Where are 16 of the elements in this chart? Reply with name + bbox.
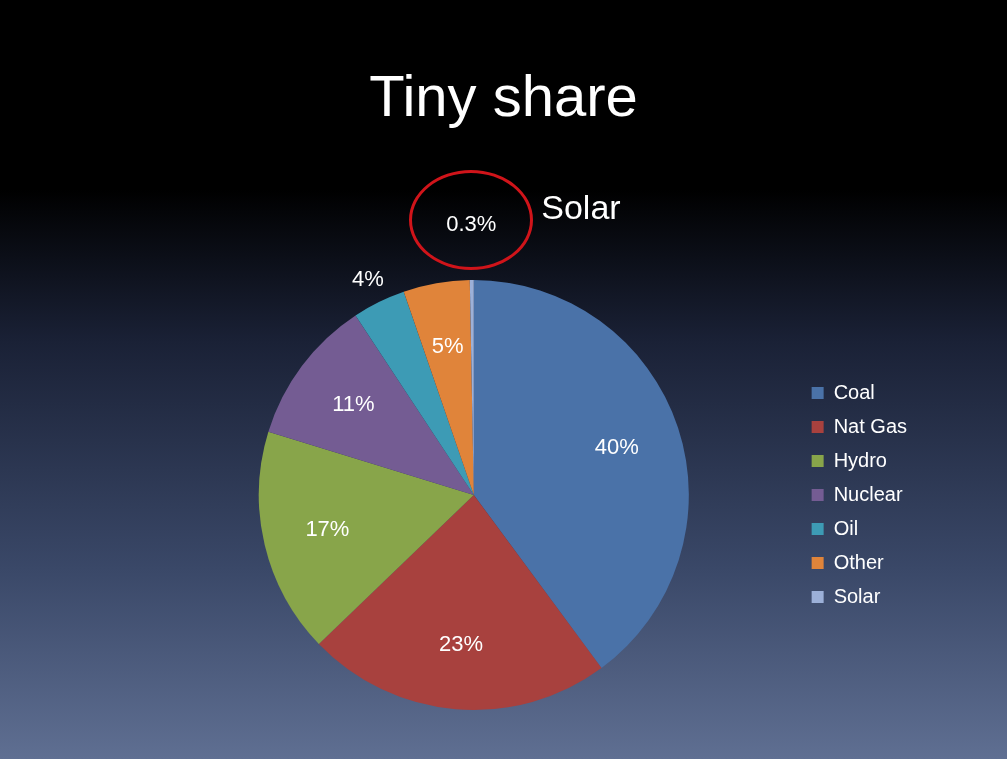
data-label: 17% [305, 515, 350, 541]
legend-label: Oil [833, 516, 859, 539]
legend-label: Other [833, 550, 884, 573]
data-label: 4% [351, 265, 384, 291]
legend-label: Coal [833, 380, 875, 403]
data-label: 5% [431, 332, 464, 358]
legend-label: Nuclear [833, 482, 903, 505]
data-label: 40% [594, 434, 639, 460]
text: Solar [541, 188, 621, 227]
data-label: 23% [439, 631, 484, 657]
data-label: 11% [332, 390, 375, 416]
legend-label: Hydro [833, 448, 887, 471]
chart-title: Tiny share [368, 62, 639, 129]
data-label: 0.3% [446, 211, 497, 237]
legend-label: Solar [833, 584, 881, 607]
legend-label: Nat Gas [833, 414, 907, 437]
